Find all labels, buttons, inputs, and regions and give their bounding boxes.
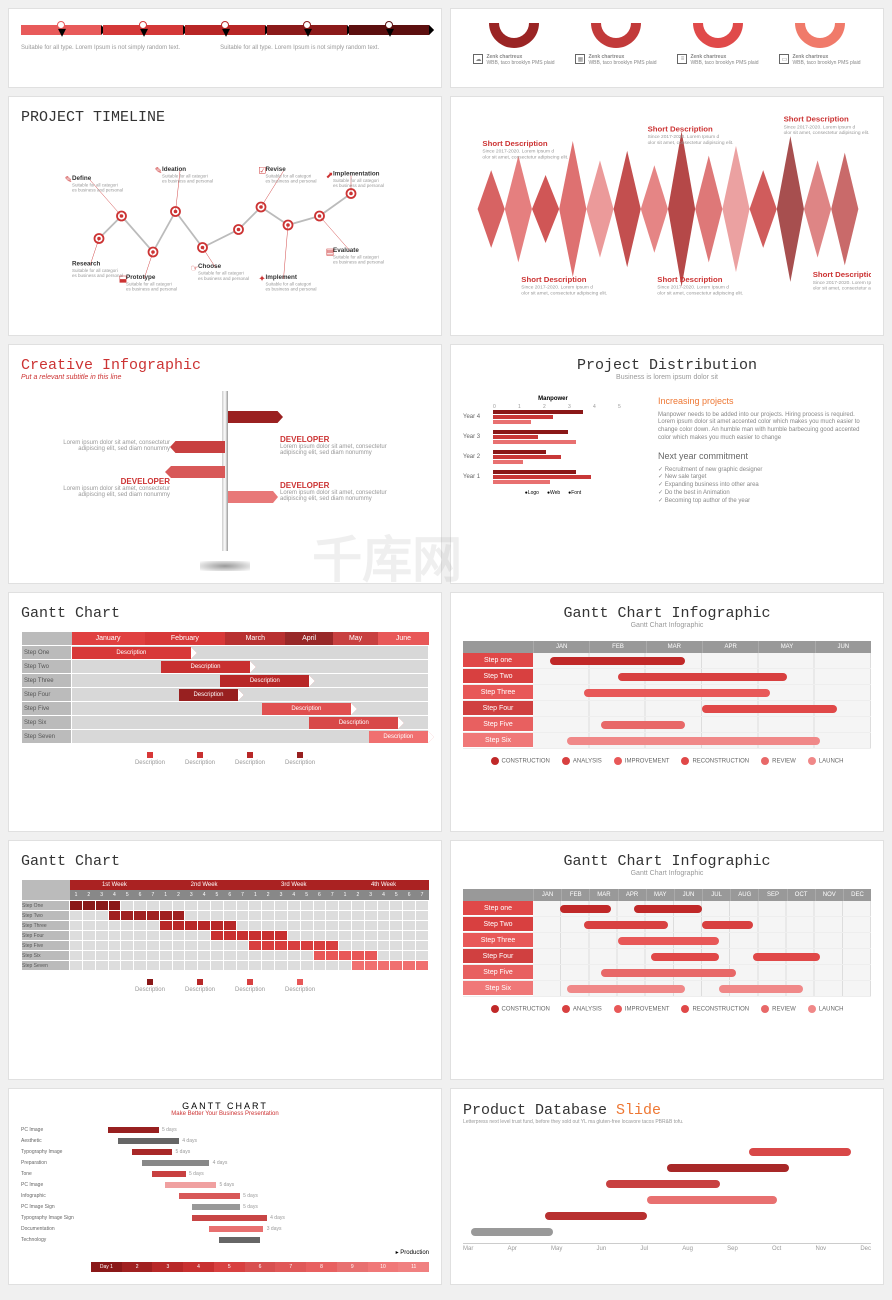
gi6-subtitle: Gantt Chart Infographic	[463, 622, 871, 629]
arrow-segment: ▾	[267, 25, 347, 35]
svg-text:olor sit amet, consectetur adi: olor sit amet, consectetur adipiscing el…	[521, 290, 607, 296]
arrow-segment: ▾	[103, 25, 183, 35]
mini-icon: ▦	[575, 54, 585, 64]
svg-text:Short Description: Short Description	[657, 275, 722, 284]
pd-subtitle: Letterpress next level trust fund, befor…	[463, 1119, 871, 1125]
svg-text:olor sit amet, consectetur adi: olor sit amet, consectetur adipiscing el…	[657, 290, 743, 296]
svg-text:Suitable for all categori: Suitable for all categori	[266, 281, 312, 286]
svg-text:olor sit amet, consectetur adi: olor sit amet, consectetur adipiscing el…	[648, 140, 734, 146]
svg-text:Implementation: Implementation	[333, 171, 380, 178]
card-distribution: Project Distribution Business is lorem i…	[450, 344, 884, 584]
svg-text:olor sit amet, consectetur adi: olor sit amet, consectetur adipiscing el…	[813, 286, 871, 292]
svg-text:Define: Define	[72, 175, 92, 182]
creative-subtitle: Put a relevant subtitle in this line	[21, 374, 429, 381]
svg-text:Suitable for all categori: Suitable for all categori	[333, 178, 379, 183]
svg-text:Revise: Revise	[266, 166, 287, 173]
sign-arrow	[228, 491, 278, 503]
card-creative: Creative Infographic Put a relevant subt…	[8, 344, 442, 584]
icon-item: ≡Zenk chartreuxWBB, taco brooklyn PMS pl…	[677, 54, 758, 66]
svg-text:Since 2017-2020. Lorem Ipsum d: Since 2017-2020. Lorem Ipsum d	[657, 285, 729, 291]
svg-text:Short Description: Short Description	[813, 270, 871, 279]
svg-text:Short Description: Short Description	[648, 124, 713, 133]
svg-text:Since 2017-2020. Lorem Ipsum d: Since 2017-2020. Lorem Ipsum d	[813, 280, 871, 286]
card-gantt-week: Gantt Chart 1st Week2nd Week3rd Week4th …	[8, 840, 442, 1080]
gantt1-title: Gantt Chart	[21, 605, 429, 622]
dist-subtitle: Business is lorem ipsum dolor sit	[463, 374, 871, 381]
timeline-title: PROJECT TIMELINE	[21, 109, 429, 126]
svg-text:Since 2017-2020. Lorem Ipsum d: Since 2017-2020. Lorem Ipsum d	[784, 124, 856, 130]
svg-text:es business and personal: es business and personal	[72, 188, 123, 193]
svg-text:Choose: Choose	[198, 263, 222, 270]
icon-item: ▦Zenk chartreuxWBB, taco brooklyn PMS pl…	[575, 54, 656, 66]
svg-text:Ideation: Ideation	[162, 166, 186, 173]
sign-arrow	[170, 441, 225, 453]
pd-title: Product Database	[463, 1102, 616, 1119]
arrow-note-2: Suitable for all type. Lorem Ipsum is no…	[220, 45, 379, 52]
arrow-segment: ▾	[185, 25, 265, 35]
gw-title: Gantt Chart	[21, 853, 429, 870]
gv-title: GANTT CHART	[21, 1101, 429, 1111]
pd-title-accent: Slide	[616, 1102, 661, 1119]
svg-text:Suitable for all categori: Suitable for all categori	[198, 271, 244, 276]
card-gantt-info12: Gantt Chart Infographic Gantt Chart Info…	[450, 840, 884, 1080]
svg-text:es business and personal: es business and personal	[266, 179, 317, 184]
gi6-title: Gantt Chart Infographic	[463, 605, 871, 622]
creative-title: Creative Infographic	[21, 357, 429, 374]
card-wave: Short DescriptionSince 2017-2020. Lorem …	[450, 96, 884, 336]
svg-text:Suitable for all categori: Suitable for all categori	[72, 182, 118, 187]
mini-icon: ☁	[473, 54, 483, 64]
svg-text:Suitable for all categori: Suitable for all categori	[162, 173, 208, 178]
svg-text:Implement: Implement	[266, 274, 298, 281]
svg-text:olor sit amet, consectetur adi: olor sit amet, consectetur adipiscing el…	[482, 154, 568, 160]
arrow-note: Suitable for all type. Lorem Ipsum is no…	[21, 45, 180, 52]
svg-text:es business and personal: es business and personal	[126, 287, 177, 292]
sign-arrow	[165, 466, 225, 478]
icon-item: ☁Zenk chartreuxWBB, taco brooklyn PMS pl…	[473, 54, 554, 66]
arrow-segment: ▾	[349, 25, 429, 35]
card-gantt-info6: Gantt Chart Infographic Gantt Chart Info…	[450, 592, 884, 832]
semi-circle	[693, 23, 743, 48]
card-arrows: ▾▾▾▾▾ Suitable for all type. Lorem Ipsum…	[8, 8, 442, 88]
svg-text:Suitable for all categori: Suitable for all categori	[126, 281, 172, 286]
svg-text:Prototype: Prototype	[126, 274, 156, 281]
sign-arrow	[228, 411, 283, 423]
mini-icon: ≡	[677, 54, 687, 64]
card-timeline: PROJECT TIMELINE ResearchSuitable for al…	[8, 96, 442, 336]
svg-text:Suitable for all categori: Suitable for all categori	[266, 173, 312, 178]
mini-icon: ▭	[779, 54, 789, 64]
arrow-segment: ▾	[21, 25, 101, 35]
semi-circle	[795, 23, 845, 48]
svg-text:es business and personal: es business and personal	[162, 179, 213, 184]
svg-text:es business and personal: es business and personal	[333, 183, 384, 188]
svg-text:es business and personal: es business and personal	[72, 273, 123, 278]
svg-text:Short Description: Short Description	[482, 139, 547, 148]
svg-text:Short Description: Short Description	[784, 115, 849, 124]
gi12-subtitle: Gantt Chart Infographic	[463, 870, 871, 877]
icon-item: ▭Zenk chartreuxWBB, taco brooklyn PMS pl…	[779, 54, 860, 66]
gi12-title: Gantt Chart Infographic	[463, 853, 871, 870]
gv-subtitle: Make Better Your Business Presentation	[21, 1111, 429, 1117]
svg-text:Evaluate: Evaluate	[333, 247, 359, 254]
svg-text:es business and personal: es business and personal	[198, 276, 249, 281]
svg-text:es business and personal: es business and personal	[333, 260, 384, 265]
svg-text:Since 2017-2020. Lorem Ipsum d: Since 2017-2020. Lorem Ipsum d	[521, 285, 593, 291]
semi-circle	[489, 23, 539, 48]
svg-text:Short Description: Short Description	[521, 275, 586, 284]
svg-text:Suitable for all categori: Suitable for all categori	[333, 254, 379, 259]
card-product-db: Product Database Slide Letterpress next …	[450, 1088, 884, 1285]
svg-text:Research: Research	[72, 261, 101, 268]
semi-circle	[591, 23, 641, 48]
signpost-pole	[180, 391, 270, 571]
card-gantt1: Gantt Chart JanuaryFebruaryMarchAprilMay…	[8, 592, 442, 832]
dist-title: Project Distribution	[463, 357, 871, 374]
svg-text:es business and personal: es business and personal	[266, 287, 317, 292]
card-gantt-vert: GANTT CHART Make Better Your Business Pr…	[8, 1088, 442, 1285]
svg-text:Since 2017-2020. Lorem Ipsum d: Since 2017-2020. Lorem Ipsum d	[648, 134, 720, 140]
card-circles: ☁Zenk chartreuxWBB, taco brooklyn PMS pl…	[450, 8, 884, 88]
svg-text:olor sit amet, consectetur adi: olor sit amet, consectetur adipiscing el…	[784, 130, 870, 136]
svg-text:Since 2017-2020. Lorem Ipsum d: Since 2017-2020. Lorem Ipsum d	[482, 149, 554, 155]
svg-text:Suitable for all categori: Suitable for all categori	[72, 268, 118, 273]
